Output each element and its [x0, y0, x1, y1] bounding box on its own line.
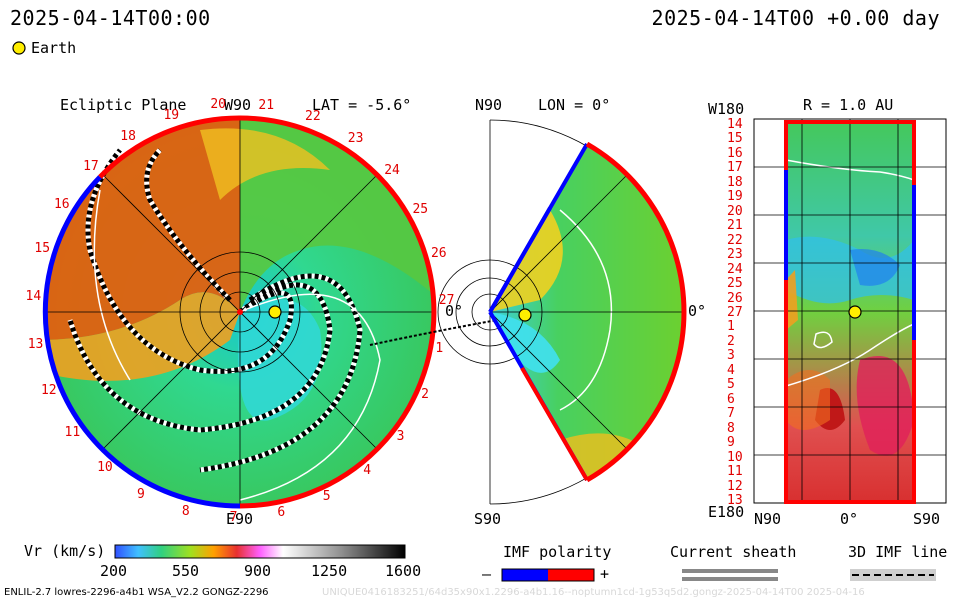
datetime-right: 2025-04-14T00 +0.00 day [651, 6, 940, 30]
map-x-label-0: 0° [840, 510, 859, 528]
sector-number: 21 [258, 97, 275, 113]
imf-line-swatch [850, 569, 936, 581]
sector-number: 10 [97, 460, 113, 475]
meridional-top-label: N90 [475, 96, 503, 114]
map-y-label: 16 [727, 145, 743, 161]
earth-marker-meridional [518, 308, 532, 322]
velocity-colorbar [114, 544, 406, 559]
sector-number: 5 [322, 489, 331, 505]
sector-number: 8 [181, 503, 190, 519]
sector-number: 13 [27, 336, 44, 352]
map-x-label-n90: N90 [754, 510, 782, 528]
map-top-left-label: W180 [708, 100, 745, 118]
map-y-label: 13 [727, 493, 743, 508]
map-y-label: 26 [727, 290, 743, 306]
map-y-label: 8 [727, 420, 735, 436]
sector-number: 25 [412, 201, 429, 217]
ecliptic-title: Ecliptic Plane [60, 96, 187, 114]
sector-number: 22 [305, 109, 321, 125]
earth-marker-map [848, 305, 862, 319]
colorbar-tick-200: 200 [100, 562, 128, 580]
map-y-label: 4 [727, 362, 735, 378]
map-y-label: 9 [727, 435, 735, 451]
sector-number: 24 [384, 162, 400, 178]
sun-marker [237, 309, 243, 315]
imf-line-title: 3D IMF line [848, 543, 948, 561]
meridional-plane-wedge [437, 119, 687, 505]
footer-model-text: ENLIL-2.7 lowres-2296-a4b1 WSA_V2.2 GONG… [4, 587, 269, 598]
ecliptic-top-label: W90 [224, 96, 252, 114]
map-y-label: 19 [727, 189, 743, 205]
sector-number: 26 [430, 245, 447, 261]
map-y-label: 24 [727, 261, 743, 277]
map-y-label: 15 [727, 131, 743, 147]
colorbar-title: Vr (km/s) [24, 542, 106, 560]
imf-polarity-plus: + [600, 565, 610, 583]
sector-number: 18 [120, 128, 136, 144]
sector-number: 23 [347, 131, 364, 147]
earth-legend-icon [12, 41, 26, 55]
footer-run-id: UNIQUE0416183251/64d35x90x1.2296-a4b1.16… [322, 587, 865, 598]
map-y-label: 20 [727, 203, 743, 219]
colorbar-tick-1600: 1600 [385, 562, 422, 580]
meridional-bottom-label: S90 [474, 510, 502, 528]
colorbar-tick-900: 900 [244, 562, 272, 580]
ecliptic-right-label: 0° [445, 302, 464, 320]
imf-polarity-title: IMF polarity [503, 543, 612, 561]
map-y-label: 18 [727, 174, 743, 190]
sector-number: 6 [277, 504, 286, 520]
map-y-label: 23 [727, 247, 743, 263]
sector-number: 17 [83, 159, 99, 175]
map-y-label: 17 [727, 160, 743, 176]
colorbar-tick-550: 550 [172, 562, 200, 580]
map-y-label: 3 [727, 348, 735, 364]
sector-number: 20 [210, 97, 227, 113]
map-y-label: 1 [727, 319, 735, 335]
sector-number: 3 [396, 428, 405, 444]
earth-imf-line [369, 314, 526, 346]
map-y-label: 11 [727, 464, 743, 480]
current-sheath-title: Current sheath [670, 543, 797, 561]
ecliptic-lat-label: LAT = -5.6° [312, 96, 412, 114]
map-y-label: 7 [727, 406, 735, 422]
sector-number: 16 [53, 197, 70, 213]
imf-polarity-minus: – [482, 565, 492, 583]
sector-number: 27 [438, 293, 455, 309]
map-x-label-s90: S90 [913, 510, 941, 528]
colorbar-tick-1250: 1250 [311, 562, 348, 580]
sector-number: 9 [136, 486, 145, 502]
ecliptic-bottom-label: E90 [226, 510, 254, 528]
map-y-label: 14 [727, 117, 743, 132]
sector-number: 12 [40, 382, 57, 398]
meridional-right-label: 0° [688, 302, 707, 320]
map-y-label: 27 [727, 305, 743, 320]
latlon-map [753, 118, 947, 504]
map-y-label: 21 [727, 218, 743, 234]
map-y-label: 10 [727, 449, 743, 465]
sector-number: 4 [363, 463, 372, 479]
sector-number: 7 [229, 509, 238, 525]
map-y-label: 2 [727, 333, 735, 349]
map-y-label: 5 [727, 377, 735, 393]
sector-number: 11 [64, 424, 81, 440]
imf-polarity-swatch [501, 568, 595, 582]
ecliptic-plane-disk [42, 115, 437, 509]
map-y-label: 12 [727, 478, 743, 494]
map-y-label: 25 [727, 276, 743, 292]
map-y-label: 22 [727, 232, 743, 248]
sector-number: 1 [435, 341, 444, 357]
map-title: R = 1.0 AU [803, 96, 894, 114]
sector-number: 14 [25, 288, 42, 304]
meridional-lon-label: LON = 0° [538, 96, 611, 114]
sector-number: 2 [421, 387, 429, 403]
map-y-label: 6 [727, 391, 735, 407]
earth-legend-label: Earth [31, 39, 77, 57]
map-bottom-left-label: E180 [708, 503, 745, 521]
current-sheath-swatch [682, 569, 778, 581]
earth-marker-ecliptic [268, 305, 282, 319]
sector-number: 15 [34, 241, 51, 257]
sector-number: 19 [163, 107, 180, 123]
datetime-left: 2025-04-14T00:00 [10, 6, 211, 30]
